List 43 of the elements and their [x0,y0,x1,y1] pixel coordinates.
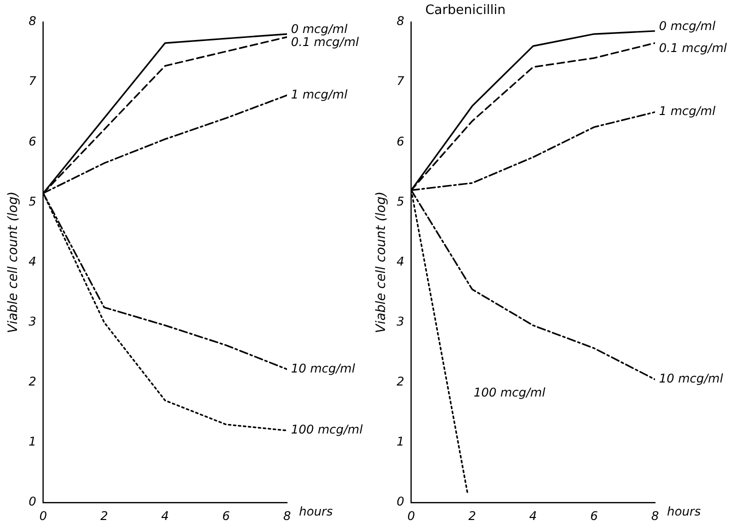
series-label: 0 mcg/ml [291,22,348,36]
x-tick-label: 2 [468,508,476,523]
x-tick-label: 8 [283,508,292,523]
x-tick-label: 2 [100,508,108,523]
series-label: 0 mcg/ml [659,19,716,34]
series-label: 0.1 mcg/ml [291,35,360,50]
y-tick-label: 5 [396,194,404,208]
series-label: 100 mcg/ml [474,386,546,400]
y-tick-label: 1 [28,434,36,449]
x-tick-label: 6 [590,508,598,523]
chart-title: Carbenicillin [425,2,506,18]
series-label: 0.1 mcg/ml [659,41,728,56]
x-tick-label: 4 [161,508,169,523]
y-tick-label: 0 [28,494,37,509]
x-tick-label: 4 [529,508,537,523]
y-tick-label: 8 [396,14,405,28]
y-axis-title: Viable cell count (log) [374,191,390,334]
y-tick-label: 7 [396,74,405,88]
series-label: 10 mcg/ml [659,372,724,386]
y-tick-label: 6 [28,134,37,148]
series-label: 100 mcg/ml [291,422,364,437]
y-tick-label: 2 [28,374,36,389]
y-tick-label: 0 [396,494,405,509]
y-tick-label: 3 [396,314,404,328]
x-tick-label: 0 [39,508,48,523]
y-tick-label: 7 [28,74,37,88]
series-label: 10 mcg/ml [291,361,356,376]
x-axis-title: hours [667,504,701,519]
x-axis-title: hours [299,504,333,519]
x-tick-label: 8 [651,508,660,523]
y-tick-label: 5 [28,194,36,208]
y-tick-label: 8 [28,14,37,28]
y-tick-label: 2 [396,374,404,389]
y-axis-title: Viable cell count (log) [6,191,22,334]
y-tick-label: 4 [28,254,36,268]
y-tick-label: 3 [28,314,36,328]
y-tick-label: 6 [396,134,405,148]
x-tick-label: 0 [407,508,416,523]
series-label: 1 mcg/ml [659,104,716,118]
x-tick-label: 6 [222,508,230,523]
series-label: 1 mcg/ml [291,87,348,102]
y-tick-label: 4 [396,254,404,268]
y-tick-label: 1 [396,434,404,449]
